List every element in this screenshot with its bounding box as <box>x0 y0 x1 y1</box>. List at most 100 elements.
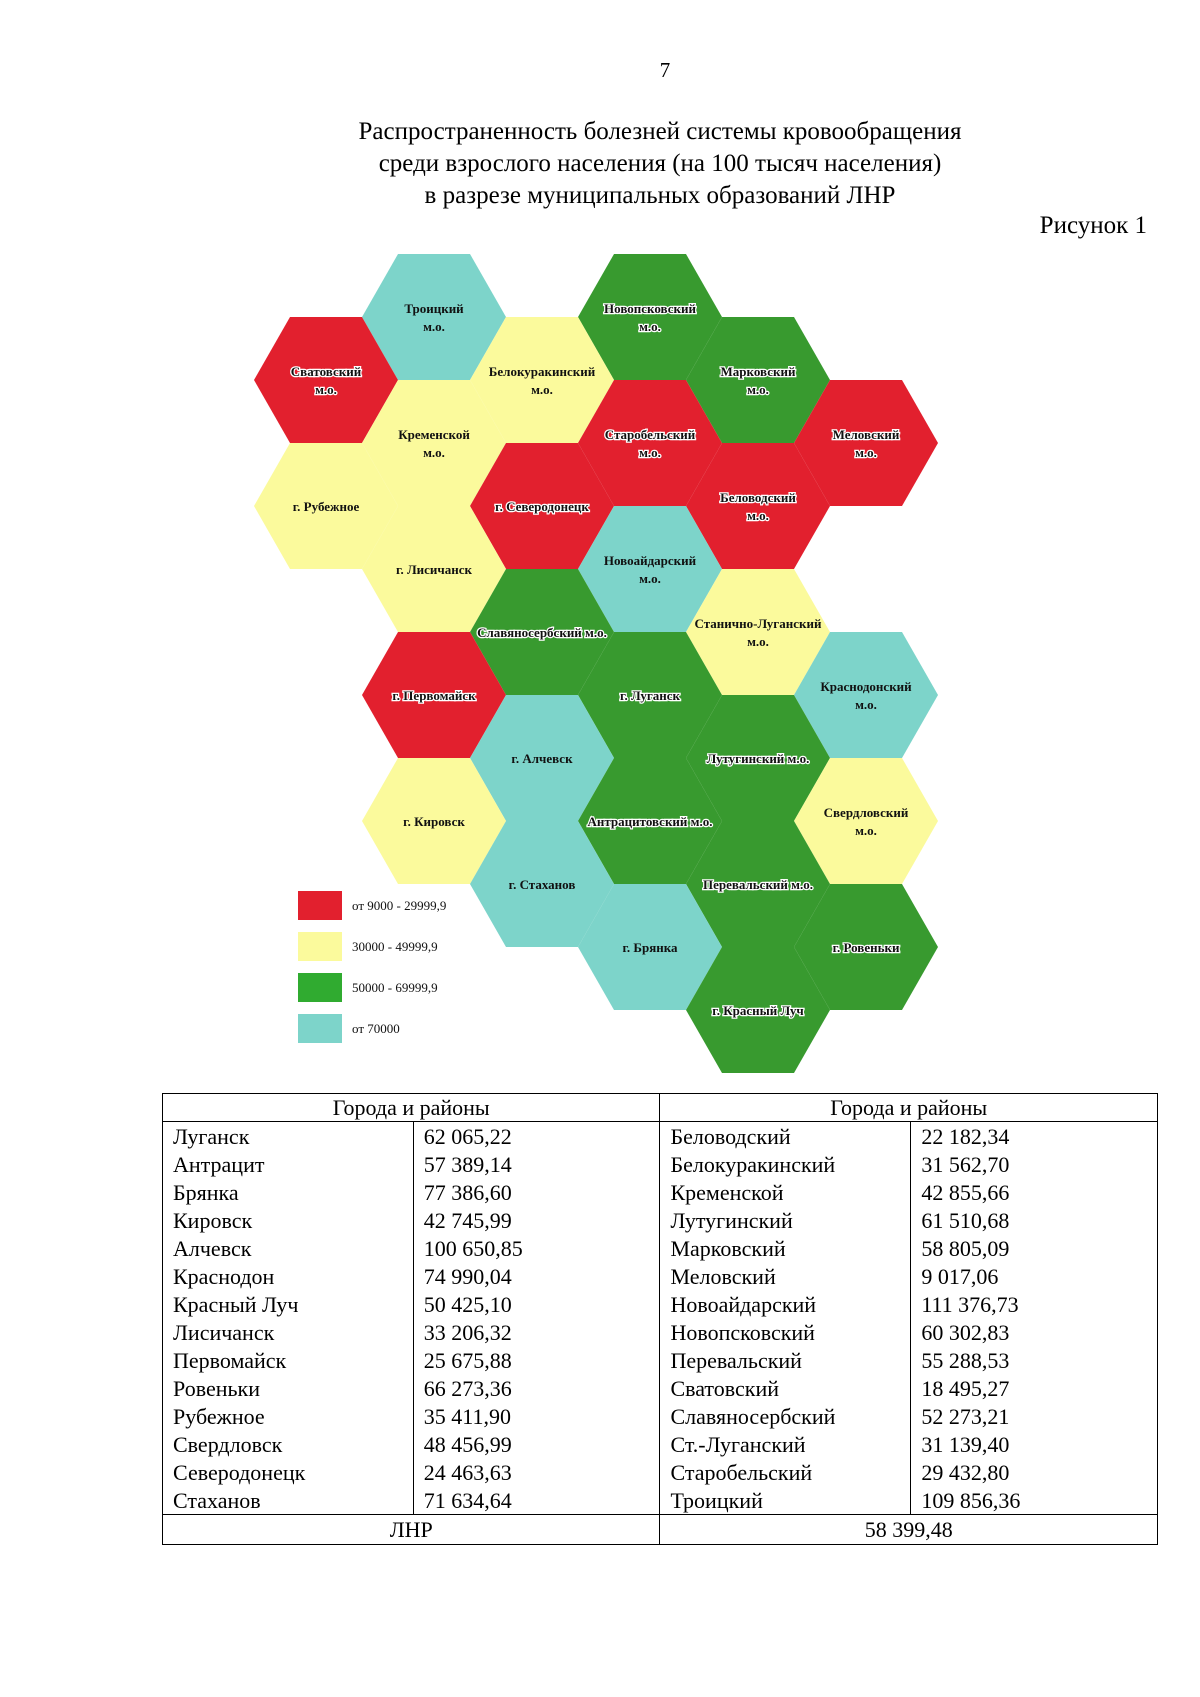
hex-label: м.о. <box>639 445 661 460</box>
city-name: Рубежное <box>162 1402 414 1430</box>
hex-label: Антрацитовский м.о. <box>587 814 712 829</box>
hex-shape <box>686 695 830 821</box>
district-value: 60 302,83 <box>910 1318 1158 1346</box>
hex-label: г. Кировск <box>403 814 465 829</box>
hex-label: г. Северодонецк <box>495 499 589 514</box>
district-value: 61 510,68 <box>910 1206 1158 1234</box>
district-value: 31 562,70 <box>910 1150 1158 1178</box>
legend-label: 50000 - 69999,9 <box>352 980 438 995</box>
table-header-left: Города и районы <box>161 1093 661 1122</box>
hex-label: г. Стаханов <box>509 877 576 892</box>
hex-sverdlovsky: Свердловский м.о. <box>794 758 938 884</box>
table-row: Антрацит 57 389,14 Белокуракинский 31 562,7… <box>162 1150 1158 1178</box>
figure-title: Распространенность болезней системы кров… <box>300 116 1020 212</box>
table-row: Свердловск 48 456,99 Ст.-Луганский 31 139,4… <box>162 1430 1158 1458</box>
legend-label: от 9000 - 29999,9 <box>352 898 446 913</box>
city-name: Брянка <box>162 1178 414 1206</box>
hex-shape <box>686 569 830 695</box>
district-name: Лутугинский <box>659 1206 912 1234</box>
hex-shape <box>362 254 506 380</box>
hex-shape <box>794 380 938 506</box>
hex-shape <box>794 632 938 758</box>
city-value: 25 675,88 <box>412 1346 661 1374</box>
hex-pervomaysk: г. Первомайск <box>362 632 506 758</box>
hex-label: Славяносербский м.о. <box>477 625 607 640</box>
hex-lutuginsky: Лутугинский м.о. <box>686 695 830 821</box>
district-name: Белокуракинский <box>659 1150 912 1178</box>
figure-label: Рисунок 1 <box>1039 212 1147 239</box>
hex-shape <box>362 380 506 506</box>
district-name: Перевальский <box>659 1346 912 1374</box>
hex-label: Старобельский <box>605 427 696 442</box>
city-name: Кировск <box>162 1206 414 1234</box>
district-value: 109 856,36 <box>910 1486 1158 1515</box>
hex-belovodsky: Беловодский м.о. <box>686 443 830 569</box>
hex-belokurakinsky: Белокуракинский м.о. <box>470 317 614 443</box>
district-name: Кременской <box>659 1178 912 1206</box>
hex-shape <box>686 317 830 443</box>
hex-stakhanov: г. Стаханов <box>470 821 614 947</box>
district-name: Славяносербский <box>659 1402 912 1430</box>
table-header-row: Города и районы Города и районы <box>161 1093 1158 1122</box>
data-table: Города и районы Города и районы Луганск 6… <box>161 1093 1158 1545</box>
hex-label: г. Первомайск <box>392 688 476 703</box>
hex-label: Белокуракинский <box>489 364 596 379</box>
hex-rubezhnoe: г. Рубежное <box>254 443 398 569</box>
hex-label: г. Красный Луч <box>712 1003 803 1018</box>
city-name: Краснодон <box>162 1262 414 1290</box>
hex-label: м.о. <box>747 382 769 397</box>
hex-label: Кременской <box>398 427 470 442</box>
title-line-2: среди взрослого населения (на 100 тысяч … <box>378 150 942 177</box>
total-value: 58 399,48 <box>659 1514 1158 1545</box>
hex-label: м.о. <box>747 634 769 649</box>
district-value: 31 139,40 <box>910 1430 1158 1458</box>
hex-shape <box>254 317 398 443</box>
hex-label: м.о. <box>423 319 445 334</box>
hex-label: Новоайдарский <box>604 553 697 568</box>
table-row: Красный Луч 50 425,10 Новоайдарский 111 376… <box>162 1290 1158 1318</box>
hex-alchevsk: г. Алчевск <box>470 695 614 821</box>
total-label: ЛНР <box>161 1514 661 1545</box>
hex-map: Троицкий м.о. Новопсковский м.о. Сватовский м… <box>254 254 938 1073</box>
hex-label: Перевальский м.о. <box>703 877 813 892</box>
hex-label: Меловский <box>833 427 900 442</box>
hex-shape <box>578 380 722 506</box>
table-row: Луганск 62 065,22 Беловодский 22 182,34 <box>162 1121 1158 1150</box>
legend-label: от 70000 <box>352 1021 400 1036</box>
city-name: Антрацит <box>162 1150 414 1178</box>
district-name: Новоайдарский <box>659 1290 912 1318</box>
hex-label: г. Рубежное <box>293 499 360 514</box>
hex-shape <box>470 569 614 695</box>
hex-bryanka: г. Брянка <box>578 884 722 1010</box>
hex-label: Сватовский <box>291 364 362 379</box>
title-line-1: Распространенность болезней системы кров… <box>358 118 962 145</box>
hex-label: г. Алчевск <box>511 751 573 766</box>
city-value: 50 425,10 <box>412 1290 661 1318</box>
hex-stanichno-lugansky: Станично-Луганский м.о. <box>686 569 830 695</box>
hex-label: м.о. <box>531 382 553 397</box>
district-value: 52 273,21 <box>910 1402 1158 1430</box>
hex-shape <box>578 632 722 758</box>
hex-kirovsk: г. Кировск <box>362 758 506 884</box>
district-value: 111 376,73 <box>910 1290 1158 1318</box>
district-value: 42 855,66 <box>910 1178 1158 1206</box>
hex-troitsky: Троицкий м.о. <box>362 254 506 380</box>
hex-severodonetsk: г. Северодонецк <box>470 443 614 569</box>
hex-label: м.о. <box>423 445 445 460</box>
hex-krasnodonsky: Краснодонский м.о. <box>794 632 938 758</box>
hex-shape <box>686 821 830 947</box>
hex-label: м.о. <box>855 697 877 712</box>
city-value: 33 206,32 <box>412 1318 661 1346</box>
district-name: Ст.-Луганский <box>659 1430 912 1458</box>
hex-label: Станично-Луганский <box>695 616 822 631</box>
city-name: Стаханов <box>162 1486 414 1515</box>
hex-novopskovsky: Новопсковский м.о. <box>578 254 722 380</box>
hex-label: м.о. <box>855 445 877 460</box>
hex-shape <box>362 758 506 884</box>
legend-swatch <box>298 932 342 961</box>
hex-shape <box>470 317 614 443</box>
hex-shape <box>686 443 830 569</box>
city-name: Лисичанск <box>162 1318 414 1346</box>
city-name: Алчевск <box>162 1234 414 1262</box>
hex-novoaydarsky: Новоайдарский м.о. <box>578 506 722 632</box>
